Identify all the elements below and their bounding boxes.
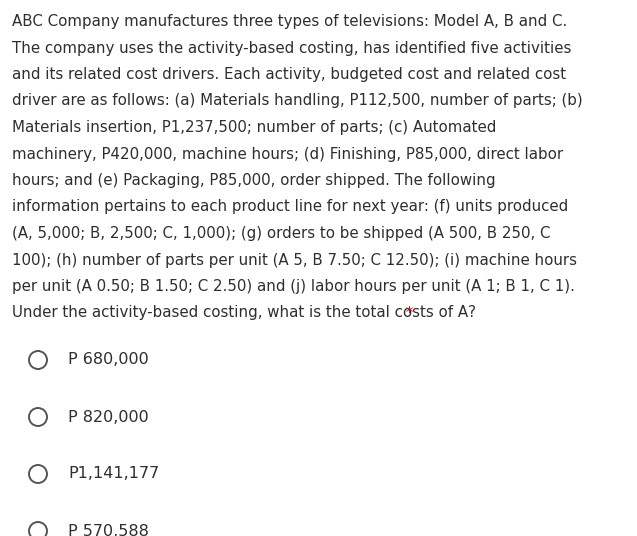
Text: P 820,000: P 820,000 <box>68 410 149 425</box>
Text: ABC Company manufactures three types of televisions: Model A, B and C.: ABC Company manufactures three types of … <box>12 14 568 29</box>
Text: 100); (h) number of parts per unit (A 5, B 7.50; C 12.50); (i) machine hours: 100); (h) number of parts per unit (A 5,… <box>12 252 577 267</box>
Text: and its related cost drivers. Each activity, budgeted cost and related cost: and its related cost drivers. Each activ… <box>12 67 566 82</box>
Text: hours; and (e) Packaging, P85,000, order shipped. The following: hours; and (e) Packaging, P85,000, order… <box>12 173 496 188</box>
Text: *: * <box>401 306 413 321</box>
Text: P 570,588: P 570,588 <box>68 524 149 536</box>
Text: driver are as follows: (a) Materials handling, P112,500, number of parts; (b): driver are as follows: (a) Materials han… <box>12 93 583 108</box>
Text: P1,141,177: P1,141,177 <box>68 466 159 481</box>
Text: Under the activity-based costing, what is the total costs of A?: Under the activity-based costing, what i… <box>12 306 476 321</box>
Text: P 680,000: P 680,000 <box>68 353 149 368</box>
Text: machinery, P420,000, machine hours; (d) Finishing, P85,000, direct labor: machinery, P420,000, machine hours; (d) … <box>12 146 563 161</box>
Text: Materials insertion, P1,237,500; number of parts; (c) Automated: Materials insertion, P1,237,500; number … <box>12 120 496 135</box>
Text: information pertains to each product line for next year: (f) units produced: information pertains to each product lin… <box>12 199 568 214</box>
Text: The company uses the activity-based costing, has identified five activities: The company uses the activity-based cost… <box>12 41 571 56</box>
Text: per unit (A 0.50; B 1.50; C 2.50) and (j) labor hours per unit (A 1; B 1, C 1).: per unit (A 0.50; B 1.50; C 2.50) and (j… <box>12 279 575 294</box>
Text: (A, 5,000; B, 2,500; C, 1,000); (g) orders to be shipped (A 500, B 250, C: (A, 5,000; B, 2,500; C, 1,000); (g) orde… <box>12 226 550 241</box>
